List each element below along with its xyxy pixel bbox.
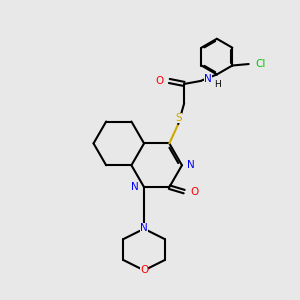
Text: O: O [156,76,164,86]
Text: O: O [140,266,148,275]
Text: O: O [190,187,198,196]
Text: S: S [175,113,181,123]
Text: N: N [131,182,139,192]
Text: Cl: Cl [255,59,266,69]
Text: N: N [204,74,212,85]
Text: H: H [214,80,221,89]
Text: N: N [187,160,195,170]
Text: N: N [140,224,148,233]
